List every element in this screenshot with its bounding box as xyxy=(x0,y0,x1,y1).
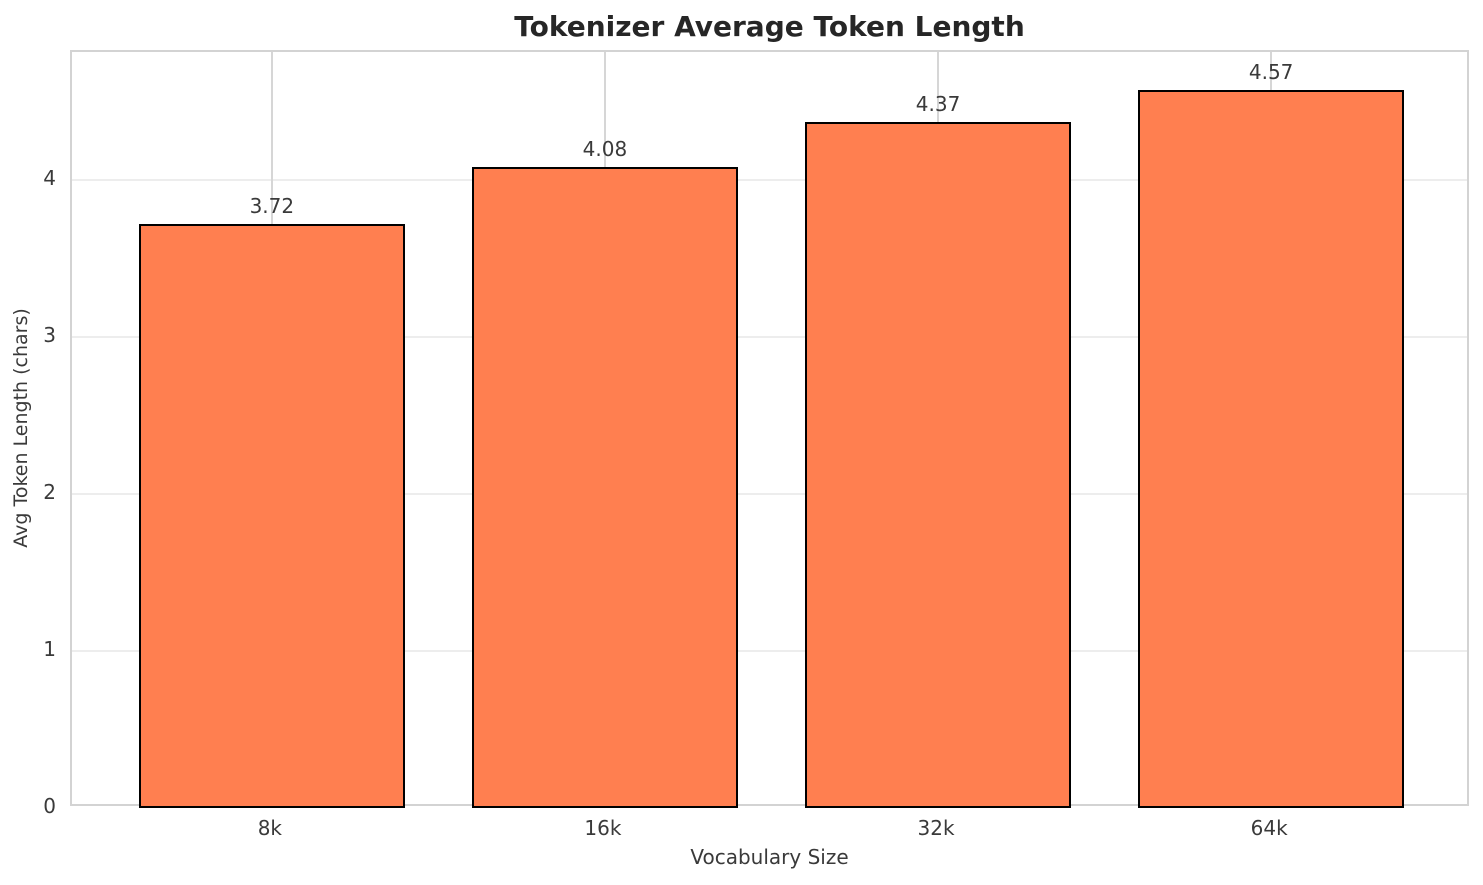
y-tick-label: 2 xyxy=(43,479,56,504)
chart-title: Tokenizer Average Token Length xyxy=(514,10,1025,43)
gridline-horizontal xyxy=(72,178,1467,181)
bar xyxy=(471,167,739,808)
bar xyxy=(804,121,1072,808)
x-tick-label: 16k xyxy=(584,816,622,840)
y-tick-label: 1 xyxy=(43,636,56,661)
y-tick-label: 3 xyxy=(43,322,56,347)
bar-value-label: 4.37 xyxy=(915,91,961,116)
gridline-horizontal xyxy=(72,649,1467,652)
y-axis-label: Avg Token Length (chars) xyxy=(10,308,32,548)
bar-value-label: 4.08 xyxy=(582,137,628,162)
bars-layer: 3.72 4.08 4.37 4.57 xyxy=(72,52,1467,808)
x-tick-label: 8k xyxy=(257,816,282,840)
x-tick-label: 64k xyxy=(1250,816,1288,840)
x-axis-label: Vocabulary Size xyxy=(690,845,849,869)
bar xyxy=(1137,90,1405,808)
gridline-horizontal xyxy=(72,335,1467,338)
y-tick-label: 0 xyxy=(43,794,56,818)
y-tick-label: 4 xyxy=(43,165,56,190)
gridline-horizontal xyxy=(72,492,1467,495)
x-tick-label: 32k xyxy=(917,816,955,840)
bar-value-label: 3.72 xyxy=(249,193,295,218)
bar xyxy=(138,223,406,808)
bar-value-label: 4.57 xyxy=(1248,60,1294,85)
plot-area: 3.72 4.08 4.37 4.57 xyxy=(70,50,1469,808)
